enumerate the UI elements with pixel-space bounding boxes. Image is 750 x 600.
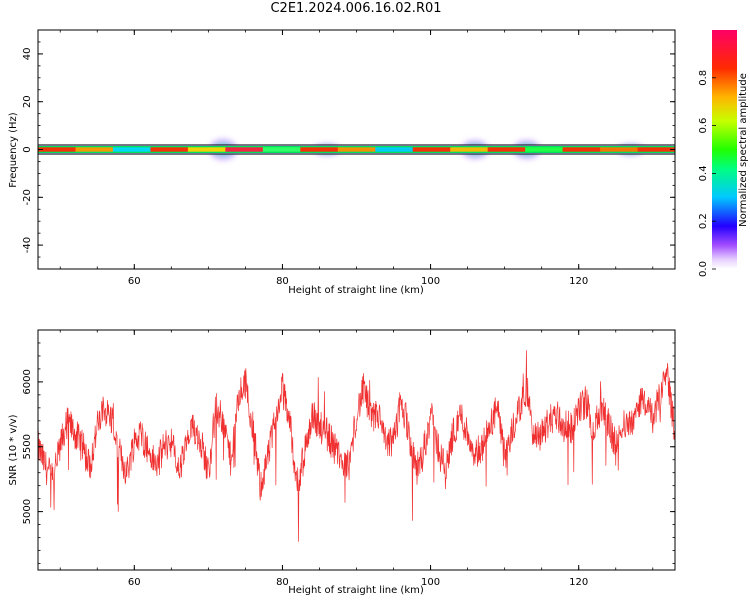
snr-ticks: 60 80 100 120 5000 5500 6000 bbox=[22, 329, 675, 588]
figure-title: C2E1.2024.006.16.02.R01 bbox=[270, 1, 442, 16]
colorbar-tick-label: 0.4 bbox=[698, 165, 709, 181]
colorbar-tick-label: 0.0 bbox=[698, 261, 709, 277]
colorbar-gradient bbox=[712, 30, 737, 269]
spectrogram-panel: 60 80 100 120 -40 -20 0 20 40 Height of straight… bbox=[8, 29, 676, 296]
snr-x-tick-label: 120 bbox=[569, 577, 588, 588]
spectrogram-band-core-segment bbox=[525, 147, 564, 152]
spectrogram-x-tick-label: 80 bbox=[276, 276, 289, 287]
spectrogram-band-core-segment bbox=[300, 147, 339, 152]
spectrogram-x-tick-label: 120 bbox=[569, 276, 588, 287]
colorbar-tick-label: 0.6 bbox=[698, 118, 709, 134]
spectrogram-y-tick-label: 40 bbox=[22, 48, 33, 61]
spectrogram-band-core-segment bbox=[562, 147, 601, 152]
spectrogram-x-label: Height of straight line (km) bbox=[288, 285, 424, 296]
spectrogram-y-label: Frequency (Hz) bbox=[8, 112, 19, 188]
spectrogram-band-core-segment bbox=[38, 147, 76, 152]
spectrogram-band-core-segment bbox=[412, 147, 451, 152]
spectrogram-band-core-segment bbox=[637, 147, 675, 152]
spectrogram-band-core-segment bbox=[487, 147, 526, 152]
snr-y-tick-label: 6000 bbox=[22, 369, 33, 394]
spectrogram-ticks: 60 80 100 120 -40 -20 0 20 40 bbox=[22, 29, 675, 287]
snr-y-tick-label: 5500 bbox=[22, 434, 33, 459]
colorbar-label: Normalized spectral amplitude bbox=[738, 73, 749, 227]
spectrogram-band-core-segment bbox=[112, 147, 151, 152]
snr-x-tick-label: 100 bbox=[421, 577, 440, 588]
spectrogram-y-tick-label: -20 bbox=[22, 189, 33, 205]
spectrogram-band-core-segment bbox=[75, 147, 114, 152]
spectrogram-heatmap bbox=[38, 138, 675, 161]
spectrogram-x-tick-label: 100 bbox=[421, 276, 440, 287]
colorbar-ticks: 0.0 0.2 0.4 0.6 0.8 bbox=[698, 70, 716, 277]
snr-panel: 60 80 100 120 5000 5500 6000 Height of straigh… bbox=[8, 329, 676, 596]
colorbar: 0.0 0.2 0.4 0.6 0.8 Normalized spectral ampl… bbox=[698, 30, 749, 277]
spectrogram-band-core-segment bbox=[187, 147, 226, 152]
colorbar-tick-label: 0.2 bbox=[698, 213, 709, 229]
spectrogram-band-core-segment bbox=[450, 147, 489, 152]
spectrogram-y-tick-label: 0 bbox=[22, 146, 33, 152]
spectrogram-band-core-segment bbox=[600, 147, 639, 152]
spectrogram-band-core-segment bbox=[150, 147, 189, 152]
snr-series-line bbox=[38, 350, 675, 542]
spectrogram-y-tick-label: 20 bbox=[22, 95, 33, 108]
snr-plot-area bbox=[38, 330, 675, 570]
snr-y-label: SNR (10 * v/v) bbox=[8, 414, 19, 485]
snr-x-label: Height of straight line (km) bbox=[288, 585, 424, 596]
spectrogram-band-core-segment bbox=[337, 147, 376, 152]
spectrogram-band-core-segment bbox=[225, 147, 264, 152]
spectrogram-y-tick-label: -40 bbox=[22, 237, 33, 253]
snr-x-tick-label: 60 bbox=[128, 577, 141, 588]
spectrogram-x-tick-label: 60 bbox=[128, 276, 141, 287]
spectrogram-band-core-segment bbox=[375, 147, 414, 152]
spectrogram-band-core-segment bbox=[262, 147, 301, 152]
snr-x-tick-label: 80 bbox=[276, 577, 289, 588]
snr-y-tick-label: 5000 bbox=[22, 499, 33, 524]
colorbar-tick-label: 0.8 bbox=[698, 70, 709, 86]
